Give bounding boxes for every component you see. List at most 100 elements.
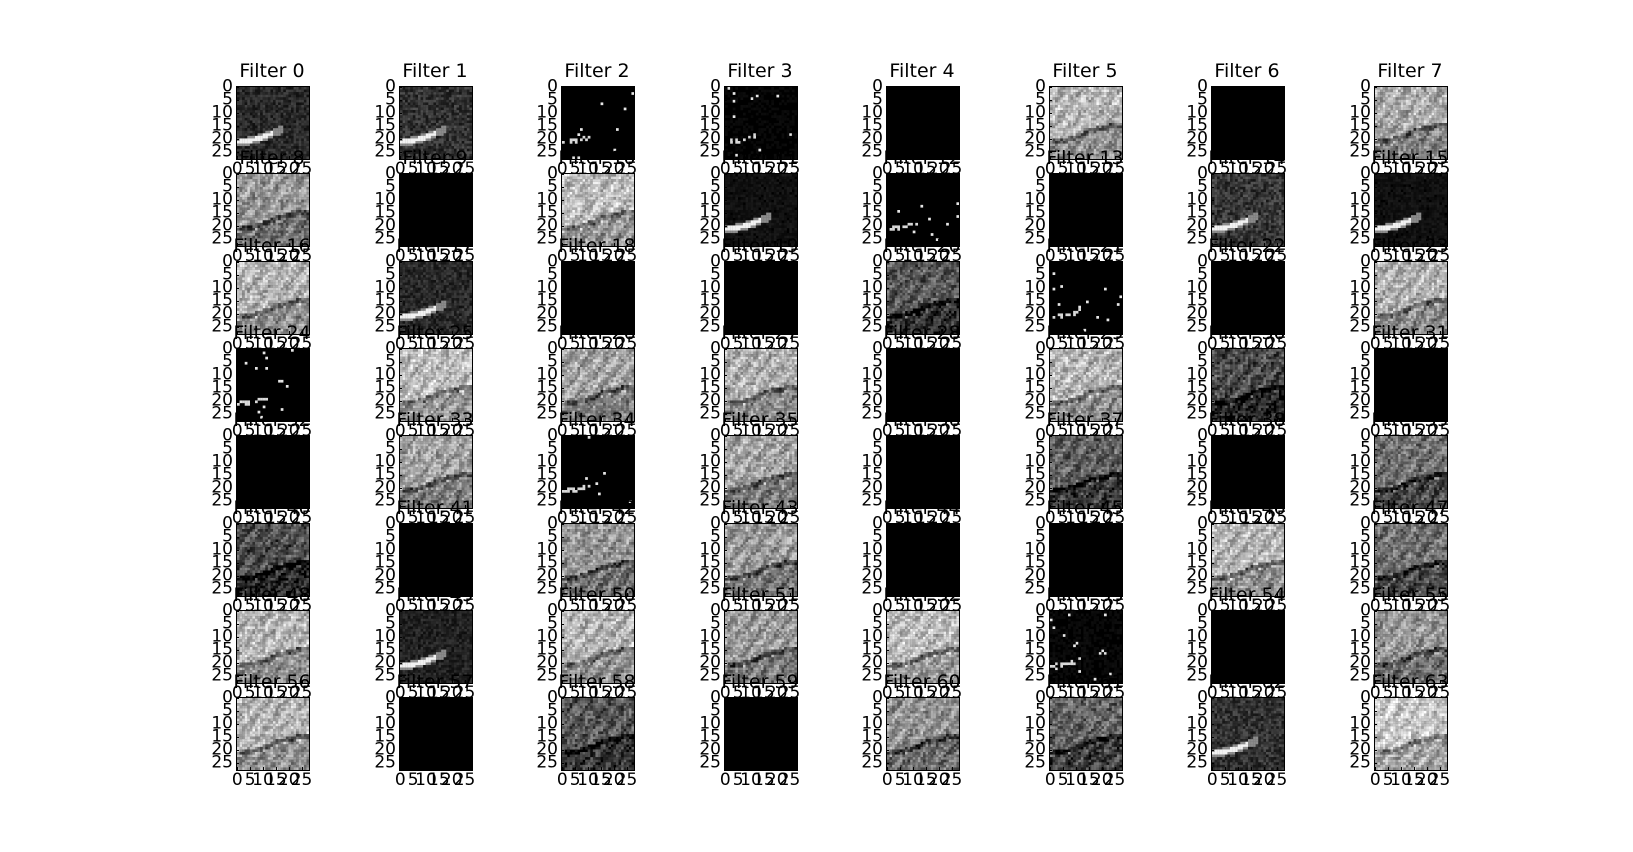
heatmap-cell	[771, 125, 775, 129]
heatmap-cell	[260, 130, 263, 134]
heatmap-cell	[306, 107, 309, 111]
heatmap-cell	[1382, 94, 1386, 98]
heatmap-cell	[1403, 107, 1407, 111]
heatmap-cell	[438, 135, 442, 139]
heatmap-cell	[285, 102, 289, 106]
heatmap-cell	[727, 120, 731, 124]
heatmap-cell	[616, 212, 619, 216]
heatmap-cell	[1421, 102, 1425, 106]
heatmap-cell	[252, 217, 256, 221]
heatmap-cell	[1070, 92, 1074, 95]
heatmap-cell	[273, 230, 276, 234]
heatmap-cell	[303, 105, 307, 108]
heatmap-cell	[262, 107, 266, 111]
heatmap-cell	[285, 99, 289, 103]
heatmap-cell	[410, 123, 414, 126]
xtick-label: 5	[1383, 161, 1394, 178]
heatmap-cell	[1382, 112, 1386, 116]
heatmap-cell	[464, 135, 468, 139]
heatmap-cell	[459, 115, 462, 119]
heatmap-cell	[631, 179, 634, 182]
heatmap-cell	[621, 210, 624, 213]
heatmap-cell	[267, 197, 271, 200]
heatmap-cell	[418, 123, 421, 126]
heatmap-cell	[725, 148, 728, 152]
heatmap-cell	[265, 199, 269, 203]
heatmap-cell	[239, 89, 243, 93]
heatmap-cell	[410, 156, 414, 159]
heatmap-cell	[443, 146, 447, 149]
heatmap-cell	[1062, 110, 1066, 113]
ytick-mark	[724, 139, 727, 140]
heatmap-cell	[1403, 138, 1407, 142]
heatmap-cell	[1096, 128, 1100, 131]
heatmap-cell	[306, 204, 309, 208]
heatmap-cell	[275, 225, 279, 229]
heatmap-cell	[1411, 141, 1414, 144]
heatmap-cell	[1418, 107, 1422, 111]
heatmap-cell	[1088, 128, 1092, 131]
xtick-label: 10	[252, 248, 274, 265]
heatmap-cell	[1080, 107, 1084, 111]
heatmap-cell	[1065, 97, 1069, 101]
heatmap-cell	[763, 135, 767, 139]
heatmap-cell	[301, 189, 305, 193]
heatmap-cell	[1434, 143, 1437, 147]
heatmap-cell	[1431, 128, 1435, 131]
heatmap-cell	[1429, 87, 1432, 90]
heatmap-cell	[303, 197, 307, 200]
heatmap-cell	[740, 156, 744, 159]
heatmap-cell	[285, 238, 289, 242]
heatmap-cell	[456, 89, 460, 93]
heatmap-cell	[1111, 102, 1115, 106]
heatmap-cell	[1050, 99, 1053, 103]
heatmap-cell	[405, 151, 408, 155]
heatmap-cell	[436, 148, 439, 152]
heatmap-cell	[285, 94, 289, 98]
heatmap-cell	[1385, 151, 1389, 155]
heatmap-cell	[237, 186, 240, 190]
heatmap-cell	[466, 97, 470, 101]
heatmap-cell	[446, 87, 450, 90]
heatmap-cell	[242, 235, 245, 239]
heatmap-cell	[740, 148, 744, 152]
heatmap-cell	[283, 222, 287, 226]
heatmap-cell	[1060, 138, 1064, 142]
heatmap-cell	[592, 207, 596, 211]
heatmap-cell	[303, 123, 307, 126]
heatmap-cell	[306, 212, 309, 216]
heatmap-cell	[242, 204, 245, 208]
heatmap-cell	[1441, 107, 1445, 111]
heatmap-cell	[249, 125, 253, 129]
heatmap-cell	[298, 228, 302, 231]
heatmap-cell	[574, 192, 578, 195]
heatmap-cell	[1062, 138, 1066, 142]
heatmap-cell	[1062, 153, 1066, 157]
heatmap-cell	[265, 220, 269, 224]
heatmap-cell	[631, 199, 634, 203]
heatmap-cell	[306, 174, 309, 177]
heatmap-cell	[252, 225, 256, 229]
heatmap-cell	[443, 87, 447, 90]
heatmap-cell	[469, 128, 472, 131]
heatmap-cell	[267, 202, 271, 206]
heatmap-cell	[415, 156, 419, 159]
heatmap-cell	[293, 189, 297, 193]
heatmap-cell	[461, 153, 465, 157]
heatmap-cell	[763, 153, 767, 157]
heatmap-cell	[456, 107, 460, 111]
heatmap-cell	[443, 141, 447, 144]
heatmap-cell	[608, 202, 612, 206]
heatmap-cell	[1436, 138, 1440, 142]
heatmap-cell	[278, 123, 281, 126]
heatmap-cell	[459, 105, 462, 108]
heatmap-cell	[1080, 138, 1084, 142]
heatmap-cell	[273, 97, 276, 101]
heatmap-cell	[291, 235, 294, 239]
heatmap-cell	[303, 97, 307, 101]
heatmap-cell	[1434, 102, 1437, 106]
heatmap-cell	[1055, 148, 1058, 152]
heatmap-cell	[1052, 92, 1056, 95]
heatmap-cell	[296, 156, 299, 159]
heatmap-cell	[1431, 151, 1435, 155]
